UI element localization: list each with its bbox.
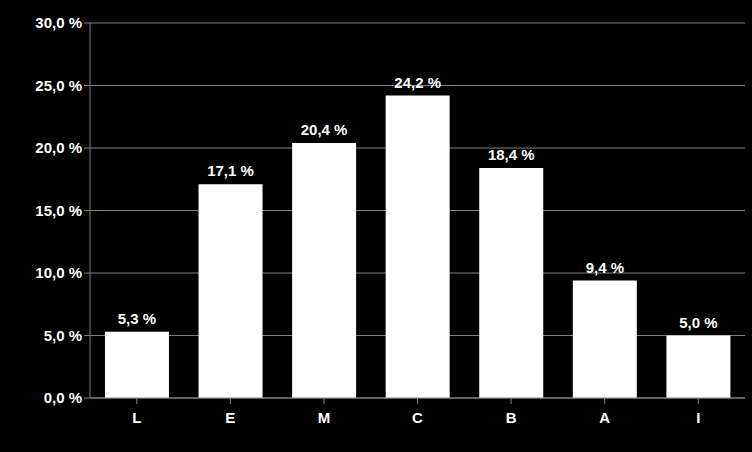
- svg-text:5,0 %: 5,0 %: [44, 327, 82, 344]
- svg-text:18,4 %: 18,4 %: [488, 146, 535, 163]
- svg-text:20,0 %: 20,0 %: [35, 139, 82, 156]
- svg-text:L: L: [132, 409, 141, 426]
- svg-text:B: B: [506, 409, 517, 426]
- svg-text:30,0 %: 30,0 %: [35, 14, 82, 31]
- svg-text:5,3 %: 5,3 %: [118, 310, 156, 327]
- svg-text:10,0 %: 10,0 %: [35, 264, 82, 281]
- svg-text:15,0 %: 15,0 %: [35, 202, 82, 219]
- svg-text:0,0 %: 0,0 %: [44, 389, 82, 406]
- svg-text:25,0 %: 25,0 %: [35, 77, 82, 94]
- svg-text:A: A: [599, 409, 610, 426]
- svg-text:E: E: [225, 409, 235, 426]
- svg-text:5,0 %: 5,0 %: [679, 314, 717, 331]
- svg-text:C: C: [412, 409, 423, 426]
- svg-text:20,4 %: 20,4 %: [301, 121, 348, 138]
- svg-text:I: I: [696, 409, 700, 426]
- svg-text:9,4 %: 9,4 %: [586, 259, 624, 276]
- svg-text:24,2 %: 24,2 %: [394, 74, 441, 91]
- svg-text:M: M: [318, 409, 331, 426]
- svg-text:17,1 %: 17,1 %: [207, 162, 254, 179]
